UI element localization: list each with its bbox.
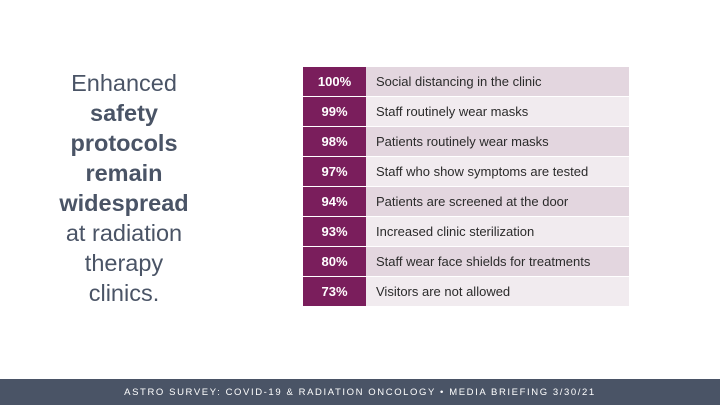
protocol-label: Increased clinic sterilization <box>366 217 629 246</box>
protocol-label: Patients are screened at the door <box>366 187 629 216</box>
headline-line-3: protocols <box>70 130 178 156</box>
footer-bar: ASTRO SURVEY: COVID-19 & RADIATION ONCOL… <box>0 379 720 405</box>
protocol-label: Social distancing in the clinic <box>366 67 629 96</box>
table-row: 97% Staff who show symptoms are tested <box>303 157 629 186</box>
table-row: 80% Staff wear face shields for treatmen… <box>303 247 629 276</box>
headline-line-7: therapy <box>84 250 164 276</box>
headline-line-1: Enhanced <box>71 70 177 96</box>
table-row: 93% Increased clinic sterilization <box>303 217 629 246</box>
protocol-label: Staff who show symptoms are tested <box>366 157 629 186</box>
table-row: 94% Patients are screened at the door <box>303 187 629 216</box>
percent-cell: 93% <box>303 217 366 246</box>
percent-cell: 80% <box>303 247 366 276</box>
headline-line-5: widespread <box>59 190 189 216</box>
protocol-label: Patients routinely wear masks <box>366 127 629 156</box>
table-row: 73% Visitors are not allowed <box>303 277 629 306</box>
table-row: 100% Social distancing in the clinic <box>303 67 629 96</box>
headline-line-8: clinics. <box>88 280 160 306</box>
percent-cell: 98% <box>303 127 366 156</box>
headline-line-2: safety <box>90 100 158 126</box>
table-row: 99% Staff routinely wear masks <box>303 97 629 126</box>
protocol-label: Staff routinely wear masks <box>366 97 629 126</box>
safety-protocols-table: 100% Social distancing in the clinic 99%… <box>303 67 629 307</box>
footer-text: ASTRO SURVEY: COVID-19 & RADIATION ONCOL… <box>124 386 596 398</box>
percent-cell: 99% <box>303 97 366 126</box>
protocol-label: Visitors are not allowed <box>366 277 629 306</box>
headline: Enhanced safety protocols remain widespr… <box>36 68 212 308</box>
headline-line-4: remain <box>85 160 163 186</box>
protocol-label: Staff wear face shields for treatments <box>366 247 629 276</box>
percent-cell: 97% <box>303 157 366 186</box>
table-row: 98% Patients routinely wear masks <box>303 127 629 156</box>
percent-cell: 94% <box>303 187 366 216</box>
percent-cell: 100% <box>303 67 366 96</box>
percent-cell: 73% <box>303 277 366 306</box>
headline-line-6: at radiation <box>65 220 183 246</box>
